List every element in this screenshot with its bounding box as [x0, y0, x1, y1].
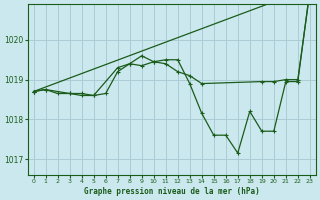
X-axis label: Graphe pression niveau de la mer (hPa): Graphe pression niveau de la mer (hPa)	[84, 187, 260, 196]
